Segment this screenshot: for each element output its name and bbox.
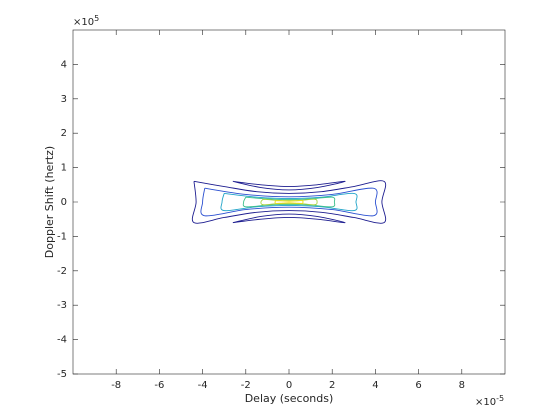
y-tick-label: -1 (57, 231, 67, 242)
contour-line (274, 200, 304, 204)
x-tick-label: 8 (459, 380, 465, 391)
x-multiplier: ×10-5 (475, 394, 504, 409)
y-tick-label: -5 (57, 369, 67, 380)
contour-line (220, 192, 358, 212)
exponent: -5 (496, 394, 504, 403)
contour-line (232, 213, 346, 224)
contour-line (191, 180, 387, 224)
y-axis-label: Doppler Shift (hertz) (43, 146, 56, 258)
y-tick-label: 3 (61, 94, 67, 105)
contour-line (232, 180, 346, 191)
x-tick-label: 6 (415, 380, 421, 391)
contour-line (260, 198, 318, 206)
y-tick-label: 1 (61, 163, 67, 174)
x-tick-label: -4 (198, 380, 208, 391)
plot-area (72, 29, 506, 375)
contour-line (242, 196, 336, 208)
multiplier-base: ×10 (475, 397, 496, 408)
y-tick-label: 4 (61, 59, 67, 70)
x-axis-label: Delay (seconds) (245, 392, 334, 405)
x-tick-label: -8 (111, 380, 121, 391)
y-tick-label: -4 (57, 335, 67, 346)
exponent: 5 (94, 14, 99, 23)
y-multiplier: ×105 (73, 14, 99, 29)
x-tick-label: -6 (154, 380, 164, 391)
y-tick-label: 2 (61, 128, 67, 139)
x-tick-label: 2 (329, 380, 335, 391)
x-tick-label: 4 (372, 380, 378, 391)
x-tick-label: -2 (241, 380, 251, 391)
y-tick-label: -2 (57, 266, 67, 277)
y-tick-label: -3 (57, 300, 67, 311)
multiplier-base: ×10 (73, 17, 94, 28)
y-tick-label: 0 (61, 197, 67, 208)
x-tick-label: 0 (286, 380, 292, 391)
contour-line (200, 187, 378, 217)
